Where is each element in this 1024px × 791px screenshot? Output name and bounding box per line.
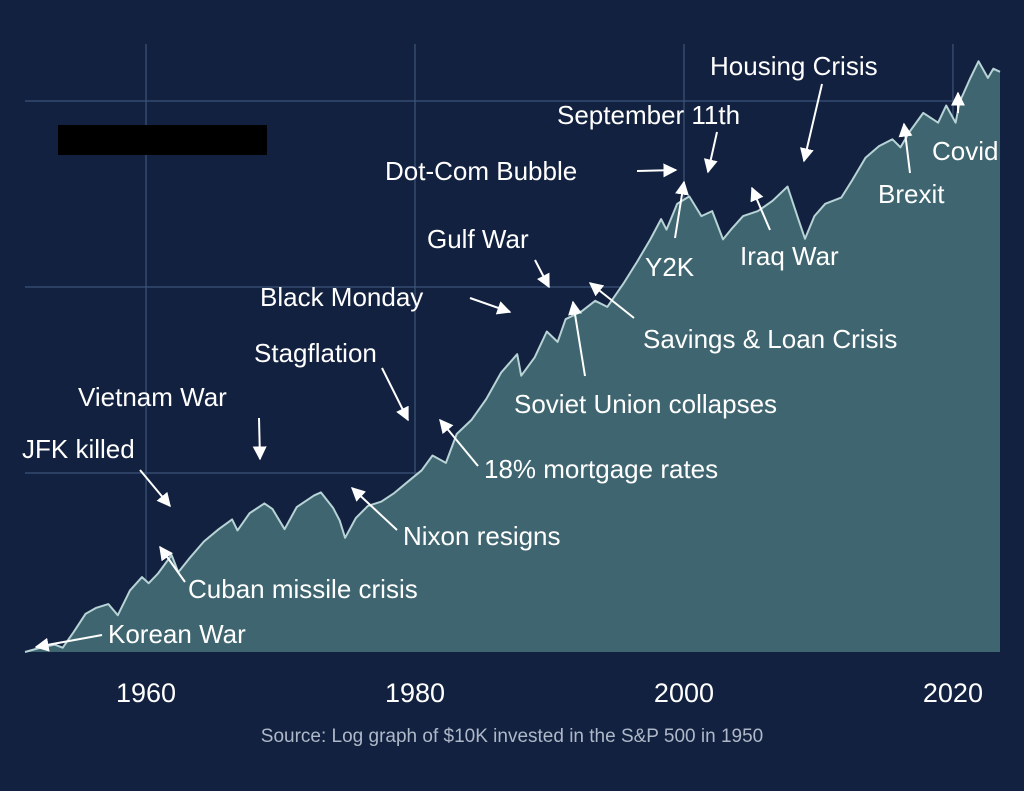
- x-tick-label-1980: 1980: [385, 678, 445, 708]
- annotation-housing-crisis: Housing Crisis: [710, 51, 878, 81]
- annotation-black-monday: Black Monday: [260, 282, 423, 312]
- annotation-savings-loan-crisis: Savings & Loan Crisis: [643, 324, 897, 354]
- redaction-bar: [58, 125, 267, 155]
- annotation-arrow-september-11th: [703, 131, 718, 174]
- annotation-nixon-resigns: Nixon resigns: [403, 521, 561, 551]
- data-area: [25, 61, 1000, 653]
- annotation-arrow-stagflation: [381, 367, 409, 422]
- x-axis: 1960 1980 2000 2020: [116, 678, 983, 708]
- annotation-arrow-black-monday: [469, 297, 512, 315]
- annotation-arrow-y2k: [674, 180, 689, 239]
- annotation-iraq-war: Iraq War: [740, 241, 839, 271]
- annotation-soviet-union-collapses: Soviet Union collapses: [514, 389, 777, 419]
- x-tick-label-1960: 1960: [116, 678, 176, 708]
- annotation-arrow-cuban-missile-crisis: [159, 545, 186, 583]
- annotation-arrow-vietnam-war: [252, 417, 267, 461]
- source-note: Source: Log graph of $10K invested in th…: [260, 726, 764, 747]
- annotation-arrow-dot-com-bubble: [636, 163, 678, 178]
- annotation-y2k: Y2K: [645, 252, 695, 282]
- annotations: Korean War Cuban missile crisis JFK killed…: [22, 51, 998, 652]
- annotation-arrow-18-mortgage-rates: [439, 418, 479, 467]
- x-tick-label-2020: 2020: [923, 678, 983, 708]
- annotation-18-mortgage-rates: 18% mortgage rates: [484, 454, 718, 484]
- annotation-arrow-nixon-resigns: [350, 487, 398, 531]
- annotation-arrow-soviet-union-collapses: [568, 300, 586, 377]
- annotation-gulf-war: Gulf War: [427, 224, 529, 254]
- annotation-arrow-housing-crisis: [800, 83, 823, 163]
- annotation-september-11th: September 11th: [557, 100, 740, 130]
- data-line: [24, 60, 1001, 653]
- annotation-arrow-savings-loan-crisis: [588, 282, 635, 319]
- annotation-arrow-brexit: [898, 122, 913, 174]
- annotation-arrow-gulf-war: [534, 259, 550, 289]
- annotation-stagflation: Stagflation: [254, 338, 377, 368]
- annotation-arrow-korean-war: [34, 634, 103, 652]
- annotation-covid: Covid: [932, 136, 998, 166]
- annotation-brexit: Brexit: [878, 179, 945, 209]
- annotation-vietnam-war: Vietnam War: [78, 382, 227, 412]
- annotation-dot-com-bubble: Dot-Com Bubble: [385, 156, 577, 186]
- annotation-korean-war: Korean War: [108, 619, 246, 649]
- annotation-jfk-killed: JFK killed: [22, 434, 135, 464]
- annotation-arrow-iraq-war: [750, 186, 771, 231]
- x-tick-label-2000: 2000: [654, 678, 714, 708]
- annotation-arrow-jfk-killed: [139, 469, 171, 508]
- annotation-cuban-missile-crisis: Cuban missile crisis: [188, 574, 418, 604]
